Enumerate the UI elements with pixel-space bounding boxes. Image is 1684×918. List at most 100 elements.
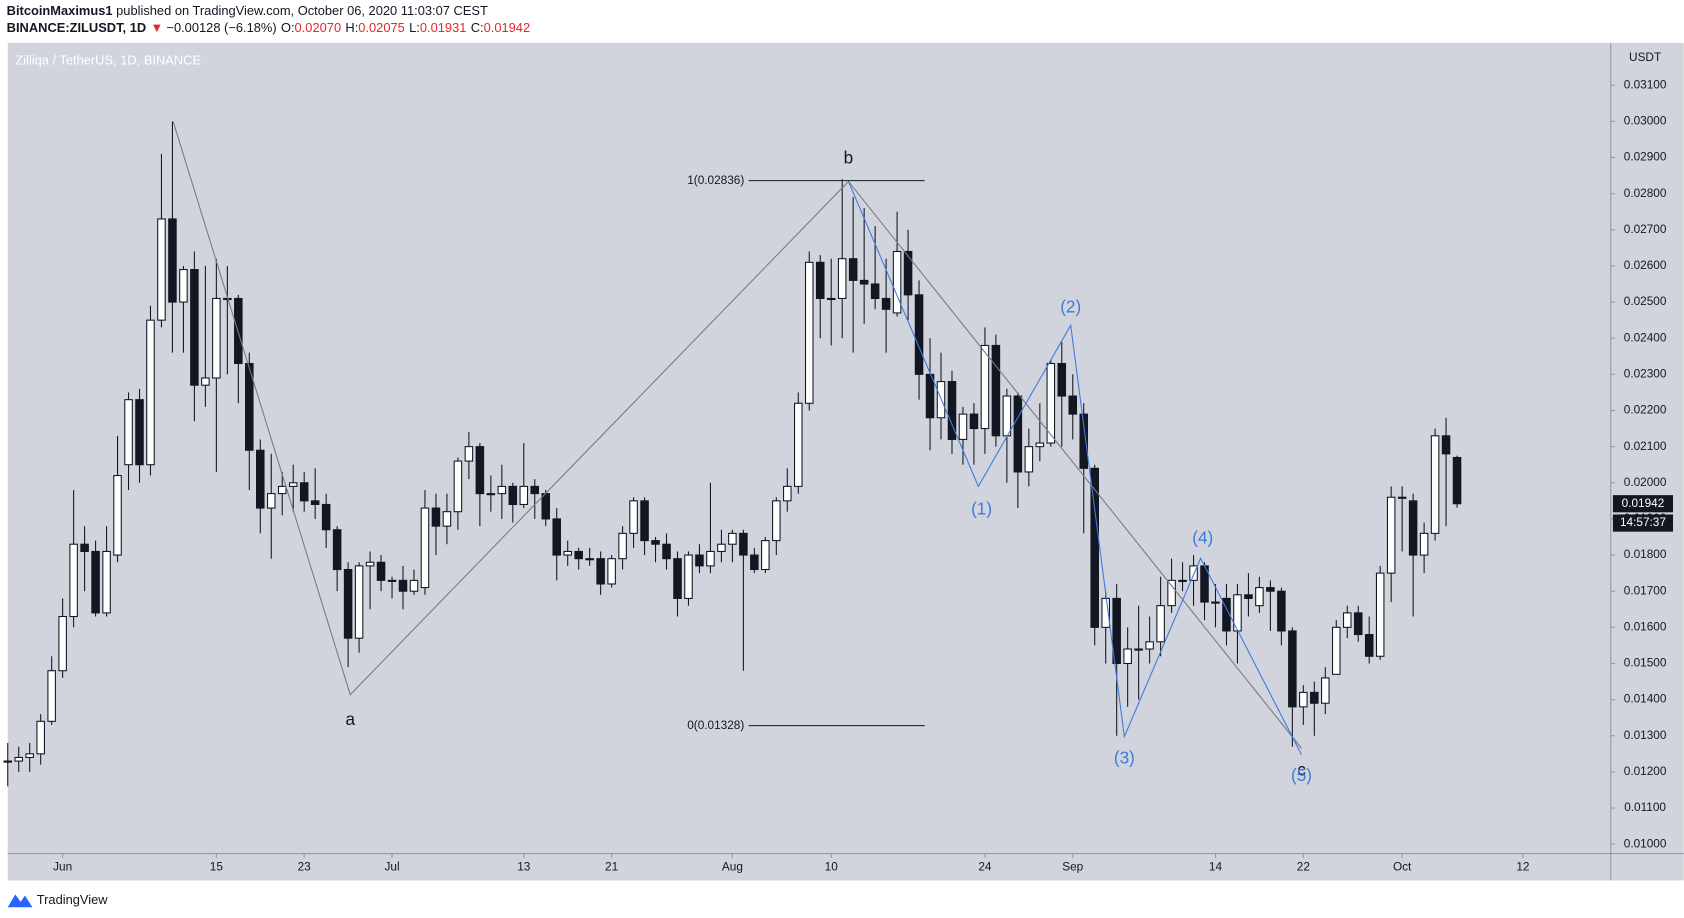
candle-body: [925, 373, 935, 419]
chart-background: [7, 42, 1684, 881]
candle-body: [1222, 597, 1231, 632]
candle-body: [1255, 587, 1264, 607]
candle-body: [387, 579, 397, 582]
candle-body: [1101, 597, 1110, 628]
candle-body: [475, 446, 485, 495]
candle-body: [761, 540, 770, 571]
candle-body: [980, 344, 990, 430]
candle-body: [146, 319, 155, 466]
y-tick-label: 0.02500: [1624, 294, 1667, 308]
candle-body: [892, 250, 902, 314]
candle-body: [343, 568, 353, 639]
candle-body: [1156, 605, 1165, 643]
change: −0.00128 (−6.18%): [166, 20, 276, 35]
candle-body: [947, 381, 957, 440]
candle-body: [168, 218, 177, 303]
candle-body: [1035, 442, 1045, 448]
y-tick-label: 0.01100: [1624, 800, 1666, 814]
y-tick-label: 0.01300: [1624, 728, 1667, 742]
candle-body: [1331, 626, 1341, 675]
candle-body: [1277, 590, 1286, 632]
last-price-label: 0.01942: [1622, 496, 1665, 510]
candle-body: [739, 532, 748, 556]
x-tick-label: 21: [605, 860, 618, 874]
candle-body: [69, 543, 78, 618]
x-tick-label: Sep: [1062, 860, 1083, 874]
wave-label: (2): [1060, 297, 1081, 317]
candle-body: [3, 760, 13, 763]
candle-body: [1375, 572, 1385, 657]
change-arrow: ▼: [150, 20, 163, 35]
candle-body: [1189, 565, 1198, 581]
wave-label: a: [345, 709, 355, 729]
x-tick-label: Aug: [722, 860, 743, 874]
candle-body: [1211, 601, 1220, 604]
candle-body: [245, 362, 254, 451]
low-label: L:: [409, 20, 420, 35]
wave-label: c: [1297, 759, 1306, 779]
candle-body: [1430, 435, 1440, 534]
candle-body: [848, 258, 858, 281]
fib-label: 0(0.01328): [687, 718, 744, 732]
candle-body: [826, 297, 836, 301]
header-line-1: BitcoinMaximus1 published on TradingView…: [7, 3, 488, 18]
footer-brand: TradingView: [37, 892, 109, 907]
candle-body: [201, 377, 210, 386]
candle-body: [1397, 496, 1407, 499]
fib-label: 1(0.02836): [687, 173, 744, 187]
candle-body: [277, 485, 287, 495]
candle-body: [1244, 594, 1253, 599]
y-tick-label: 0.03100: [1624, 77, 1667, 91]
candle-body: [574, 550, 583, 560]
candle-body: [530, 485, 540, 495]
candle-body: [1024, 446, 1034, 473]
candle-body: [717, 543, 726, 552]
candle-body: [1068, 395, 1078, 415]
y-tick-label: 0.03000: [1624, 113, 1667, 127]
y-tick-label: 0.02600: [1624, 258, 1667, 272]
candle-body: [486, 493, 496, 496]
x-tick-label: 22: [1297, 860, 1310, 874]
candle-body: [1167, 579, 1176, 607]
x-tick-label: 14: [1209, 860, 1223, 874]
close-label: C:: [471, 20, 484, 35]
candle-body: [497, 485, 507, 495]
candle-body: [958, 413, 968, 440]
candle-body: [288, 482, 298, 487]
open-value: 0.02070: [295, 20, 342, 35]
author: BitcoinMaximus1: [7, 3, 113, 18]
wave-label: (3): [1114, 748, 1135, 768]
candle-body: [14, 756, 23, 762]
published: published on TradingView.com, October 06…: [113, 3, 488, 18]
candle-body: [1046, 362, 1056, 444]
candle-body: [1342, 612, 1352, 628]
candle-body: [519, 485, 529, 505]
candle-body: [354, 565, 364, 639]
candle-body: [1112, 597, 1121, 665]
candle-body: [1013, 395, 1023, 473]
candle-body: [991, 344, 1001, 437]
candle-body: [25, 753, 34, 758]
candle-body: [1057, 362, 1067, 397]
candle-body: [706, 550, 715, 567]
candle-body: [1145, 641, 1154, 650]
candle-body: [113, 475, 122, 556]
y-tick-label: 0.01000: [1624, 836, 1667, 850]
x-tick-label: 24: [978, 860, 992, 874]
candle-body: [266, 493, 276, 509]
candle-body: [376, 561, 386, 581]
candle-body: [102, 550, 111, 614]
candle-body: [58, 615, 67, 672]
candle-body: [804, 261, 814, 404]
y-tick-label: 0.01400: [1624, 692, 1667, 706]
candle-body: [431, 507, 441, 527]
candle-body: [409, 579, 419, 592]
y-tick-label: 0.02300: [1624, 366, 1667, 380]
candle-body: [179, 269, 188, 303]
candle-body: [91, 550, 100, 614]
low-value: 0.01931: [420, 20, 467, 35]
candle-body: [1452, 456, 1462, 505]
candle-body: [420, 507, 430, 589]
candle-body: [1353, 612, 1363, 636]
last-price-tag: [1612, 495, 1674, 513]
